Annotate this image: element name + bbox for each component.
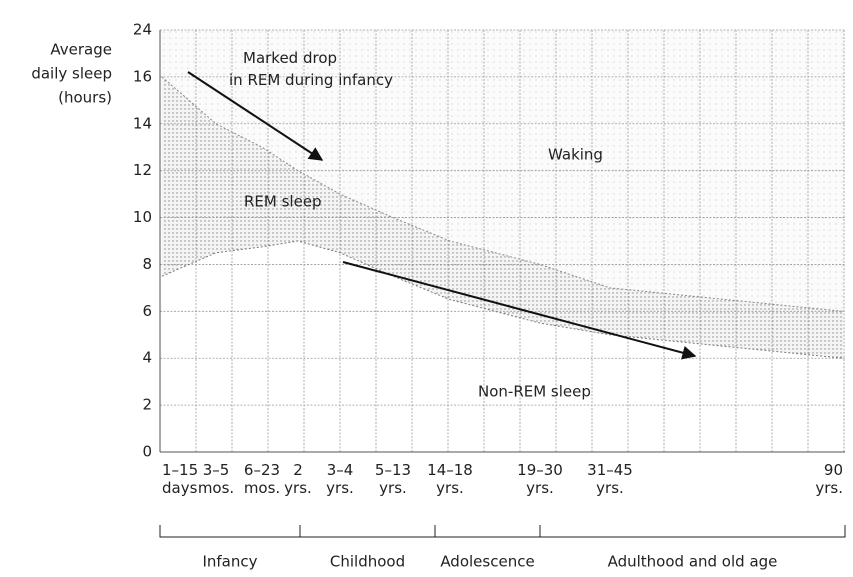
y-tick-label: 8 xyxy=(142,255,152,273)
y-tick-label: 0 xyxy=(142,443,152,461)
group-label: Infancy xyxy=(202,553,257,571)
group-label: Adulthood and old age xyxy=(608,553,778,571)
y-tick-label: 4 xyxy=(142,349,152,367)
group-label: Childhood xyxy=(330,553,405,571)
y-label-line: daily sleep xyxy=(31,65,112,83)
y-tick-label: 24 xyxy=(133,21,152,39)
annotation: Waking xyxy=(548,146,603,164)
series-label: REM sleep xyxy=(244,193,322,211)
y-tick-label: 12 xyxy=(133,161,152,179)
bracket xyxy=(160,525,845,537)
chart: Averagedaily sleep(hours) 02468101214162… xyxy=(0,0,853,577)
y-axis-label: Average daily sleep (hours) xyxy=(31,41,112,107)
y-label-line: Average xyxy=(50,41,112,59)
y-tick-label: 2 xyxy=(142,396,152,414)
y-tick-label: 6 xyxy=(142,302,152,320)
group-label: Adolescence xyxy=(440,553,534,571)
y-tick-label: 10 xyxy=(133,208,152,226)
y-label-line: (hours) xyxy=(58,89,112,107)
y-tick-label: 16 xyxy=(133,67,152,85)
series-label: Non-REM sleep xyxy=(478,383,591,401)
y-tick-label: 14 xyxy=(133,114,152,132)
